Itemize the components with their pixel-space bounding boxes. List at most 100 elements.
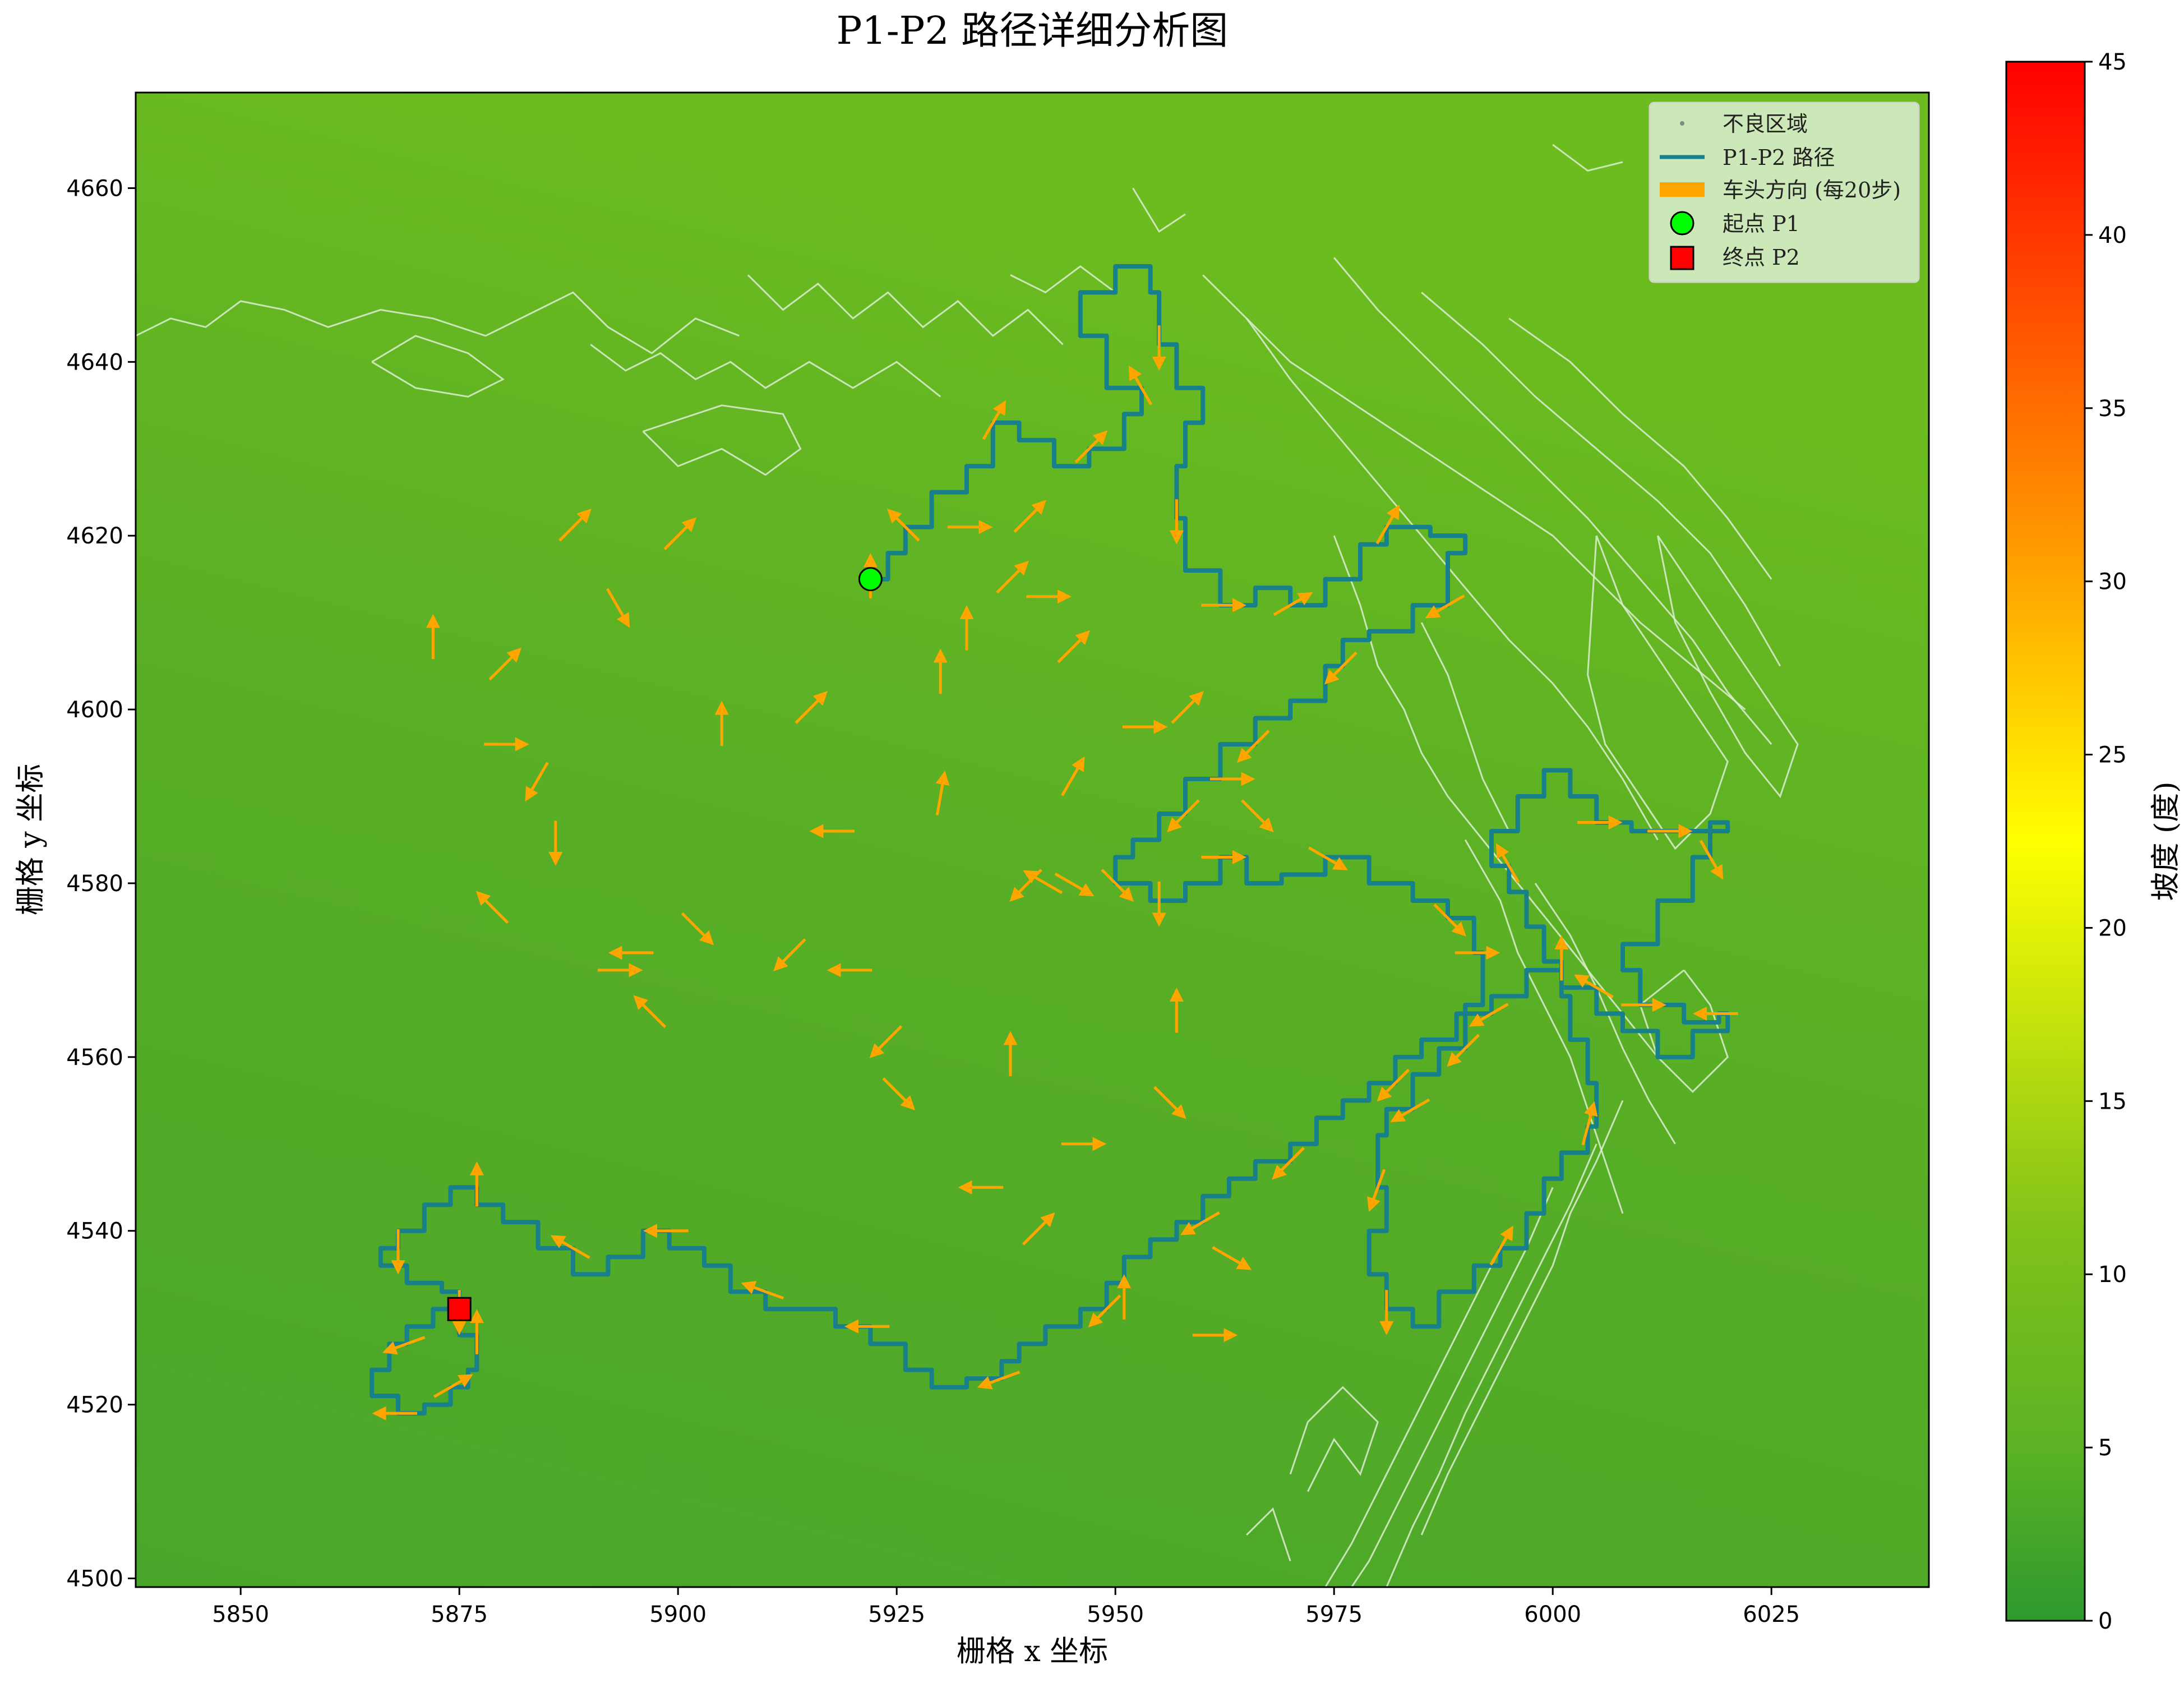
y-tick-label: 4660 [66,176,123,201]
contour-line [1202,274,1746,711]
x-tick-label: 5975 [1305,1602,1363,1627]
heading-arrow [1101,869,1134,902]
route-layer [370,264,1730,1416]
colorbar-tick-label: 5 [2098,1435,2112,1461]
heading-arrow [488,647,522,681]
heading-arrow [1212,1246,1252,1270]
heading-arrow [1022,1212,1055,1246]
heading-arrow [475,891,509,924]
start-marker [858,567,883,592]
colorbar-tick-label: 30 [2098,569,2127,595]
heading-arrow [1425,594,1465,619]
heading-arrow [1074,430,1108,464]
contour-line [1010,265,1116,294]
heading-arrow [1377,1068,1410,1102]
heading-arrow [663,517,697,550]
heading-arrow [1167,799,1200,832]
legend-item-start: 起点 P1 [1670,211,1800,236]
contour-line [1351,1187,1554,1587]
route-line [370,264,1730,1416]
legend-label: 不良区域 [1723,112,1808,136]
colorbar-tick-label: 45 [2098,49,2127,75]
heading-arrow [1447,1034,1480,1067]
heading-arrow [1489,1225,1513,1266]
heading-arrow [935,771,950,815]
heading-arrow [1273,592,1313,616]
colorbar-tick-label: 15 [2098,1089,2127,1114]
y-tick-label: 4560 [66,1045,123,1071]
heading-arrow [1057,630,1091,663]
heading-arrow [996,560,1029,594]
colorbar-tick-label: 25 [2098,743,2127,768]
contour-line [1246,1507,1291,1561]
bad-area-contours [136,144,1799,1587]
colorbar: 0 5 10 15 20 25 30 35 40 45 坡度 (度) [2005,49,2183,1634]
heading-arrow [433,1374,473,1398]
colorbar-gradient [2005,61,2086,1622]
legend-start-marker [1670,211,1694,236]
contour-line [590,344,941,398]
contour-line [371,335,505,398]
heading-arrow [1088,1294,1121,1328]
heading-arrow [1171,691,1204,724]
heading-arrow [1573,974,1614,999]
x-tick-label: 5925 [868,1602,925,1627]
plot-area [135,91,1930,1588]
x-tick-label: 5900 [649,1602,707,1627]
contour-line [1420,1100,1624,1536]
legend-box [1649,102,1920,283]
contour-line [1333,257,1772,745]
y-tick-label: 4540 [66,1219,123,1244]
legend: 不良区域 P1-P2 路径 车头方向 (每20步) 起点 P1 终点 P2 [1649,102,1920,283]
y-tick-label: 4500 [66,1566,123,1592]
colorbar-ticks: 0 5 10 15 20 25 30 35 40 45 [2085,49,2127,1634]
heading-arrow [681,912,714,946]
colorbar-tick-label: 0 [2098,1608,2112,1634]
legend-item-heading: 车头方向 (每20步) [1660,178,1901,202]
heading-arrow [1023,870,1063,894]
heading-arrow [886,508,920,542]
legend-label: 起点 P1 [1723,211,1800,236]
heading-arrow [550,1235,590,1259]
heading-arrow [795,691,828,724]
heading-arrow [741,1281,784,1300]
x-tick-label: 5950 [1087,1602,1144,1627]
x-axis: 5850 5875 5900 5925 5950 5975 6000 6025 [212,1587,1800,1627]
heading-arrow [525,762,549,802]
contour-line [136,291,740,354]
heading-arrow [977,1371,1021,1390]
legend-item-end: 终点 P2 [1670,245,1800,270]
colorbar-tick-label: 20 [2098,915,2127,941]
contour-line [1464,839,1624,1214]
plot-frame [135,91,1930,1588]
heading-arrow [1153,1086,1186,1119]
contour-line [1421,292,1781,667]
legend-item-path: P1-P2 路径 [1660,145,1835,170]
colorbar-label: 坡度 (度) [2149,781,2183,901]
y-tick-label: 4620 [66,523,123,549]
heading-arrow [1699,840,1724,880]
y-tick-label: 4640 [66,349,123,375]
endpoint-markers [447,567,883,1321]
heading-arrow [1390,1098,1430,1123]
contour-line [1534,883,1676,1145]
slope-heatmap [136,93,1929,1587]
contour-line [1656,535,1799,799]
heading-arrow [1013,500,1047,533]
heading-arrow [1581,1101,1598,1146]
contour-line [1324,1230,1510,1587]
heading-arrow [606,588,630,628]
end-marker [447,1297,472,1321]
legend-label: 车头方向 (每20步) [1723,178,1901,202]
y-axis: 4500 4520 4540 4560 4580 4600 4620 4640 4660 [66,176,136,1592]
heading-arrow [633,995,667,1029]
colorbar-tick-label: 35 [2098,396,2127,422]
heading-arrow [1308,846,1348,870]
heading-arrow [1241,799,1274,832]
x-axis-label: 栅格 x 坐标 [957,1635,1108,1668]
contour-line [1386,1143,1597,1587]
heading-arrow [1236,730,1270,763]
legend-item-bad-area: 不良区域 [1680,112,1808,136]
heading-arrow [1375,504,1400,545]
